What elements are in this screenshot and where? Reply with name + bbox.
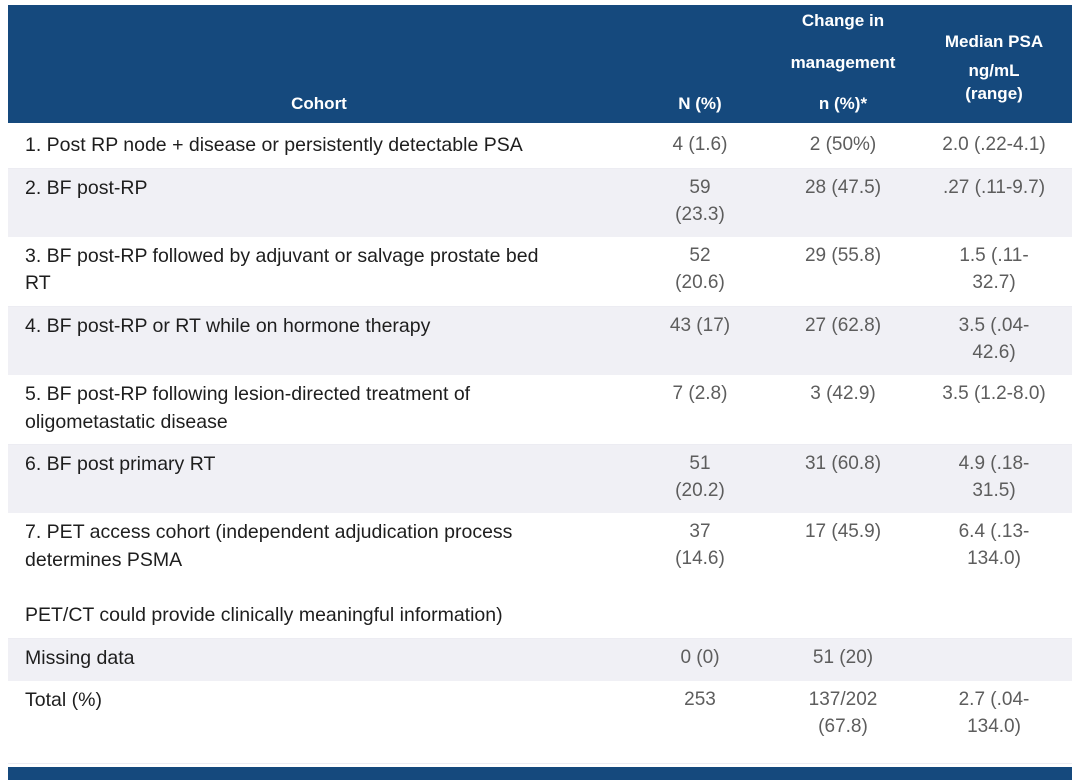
cell-change: 29 (55.8) xyxy=(804,244,882,266)
cell-change: 27 (62.8) xyxy=(804,315,882,336)
table-bottom-rule xyxy=(8,766,1072,780)
cell-median xyxy=(916,639,1072,681)
cell-n: 43 (17) xyxy=(669,315,731,336)
header-label-median-units: ng/mL (range) xyxy=(965,61,1023,104)
cell-n: 51 (20.2) xyxy=(675,453,725,502)
header-label-change-line2: management xyxy=(790,52,896,72)
cell-change: 28 (47.5) xyxy=(804,176,882,198)
cell-median: 6.4 (.13- 134.0) xyxy=(958,521,1030,570)
cell-change: 2 (50%) xyxy=(809,134,877,155)
table-body: 1. Post RP node + disease or persistentl… xyxy=(8,126,1072,764)
cell-cohort: 7. PET access cohort (independent adjudi… xyxy=(25,521,513,627)
cell-change: 3 (42.9) xyxy=(810,382,876,404)
cell-cohort: Missing data xyxy=(25,647,135,669)
cell-median: 2.7 (.04- 134.0) xyxy=(958,688,1030,737)
cell-n: 0 (0) xyxy=(680,647,720,668)
table-row: 2. BF post-RP 59 (23.3) 28 (47.5) .27 (.… xyxy=(8,168,1072,237)
table-row: 5. BF post-RP following lesion-directed … xyxy=(8,374,1072,446)
header-cell-change-in-management: Change in management n (%)* xyxy=(770,5,916,123)
table-row-total: Total (%) 253 137/202 (67.8) 2.7 (.04- 1… xyxy=(8,680,1072,764)
cell-n: 7 (2.8) xyxy=(672,382,728,404)
table-row: 1. Post RP node + disease or persistentl… xyxy=(8,126,1072,169)
cell-cohort: Total (%) xyxy=(25,688,102,711)
cell-median: 4.9 (.18- 31.5) xyxy=(958,453,1030,502)
cell-cohort: 2. BF post-RP xyxy=(25,176,148,199)
cohort-results-table: Cohort N (%) Change in management n (%)*… xyxy=(8,5,1072,780)
header-cell-n: N (%) xyxy=(630,5,770,123)
table-row-missing-data: Missing data 0 (0) 51 (20) xyxy=(8,639,1072,681)
cell-cohort: 3. BF post-RP followed by adjuvant or sa… xyxy=(25,244,539,295)
header-label-n: N (%) xyxy=(678,94,722,113)
cell-cohort: 6. BF post primary RT xyxy=(25,453,216,476)
table-row: 3. BF post-RP followed by adjuvant or sa… xyxy=(8,236,1072,307)
cell-cohort: 4. BF post-RP or RT while on hormone the… xyxy=(25,315,431,337)
header-label-cohort: Cohort xyxy=(291,94,347,113)
cell-cohort: 1. Post RP node + disease or persistentl… xyxy=(25,134,523,156)
table-row: 6. BF post primary RT 51 (20.2) 31 (60.8… xyxy=(8,445,1072,514)
cell-cohort: 5. BF post-RP following lesion-directed … xyxy=(25,382,471,433)
cell-median: .27 (.11-9.7) xyxy=(942,176,1046,198)
cell-median: 2.0 (.22-4.1) xyxy=(942,134,1046,155)
header-label-change-line1: Change in xyxy=(801,11,885,30)
cell-change: 51 (20) xyxy=(812,647,874,668)
cell-median: 3.5 (.04- 42.6) xyxy=(958,315,1030,363)
cell-n: 4 (1.6) xyxy=(672,134,728,155)
header-label-change-line3: n (%)* xyxy=(818,94,868,113)
cell-change: 137/202 (67.8) xyxy=(808,688,878,737)
header-cell-cohort: Cohort xyxy=(8,5,630,123)
cell-median: 3.5 (1.2-8.0) xyxy=(942,382,1046,404)
header-label-median-line1: Median PSA xyxy=(944,32,1044,51)
header-cell-median-psa: Median PSA ng/mL (range) xyxy=(916,5,1072,123)
cell-change: 17 (45.9) xyxy=(804,521,882,543)
cell-n: 59 (23.3) xyxy=(675,176,725,225)
cell-n: 52 (20.6) xyxy=(675,244,725,293)
cell-n: 253 xyxy=(684,688,716,710)
table-row: 4. BF post-RP or RT while on hormone the… xyxy=(8,307,1072,375)
table-row: 7. PET access cohort (independent adjudi… xyxy=(8,513,1072,639)
table-header: Cohort N (%) Change in management n (%)*… xyxy=(8,5,1072,123)
cell-change: 31 (60.8) xyxy=(804,453,882,475)
cell-n: 37 (14.6) xyxy=(675,521,725,570)
cell-median: 1.5 (.11- 32.7) xyxy=(959,244,1029,293)
